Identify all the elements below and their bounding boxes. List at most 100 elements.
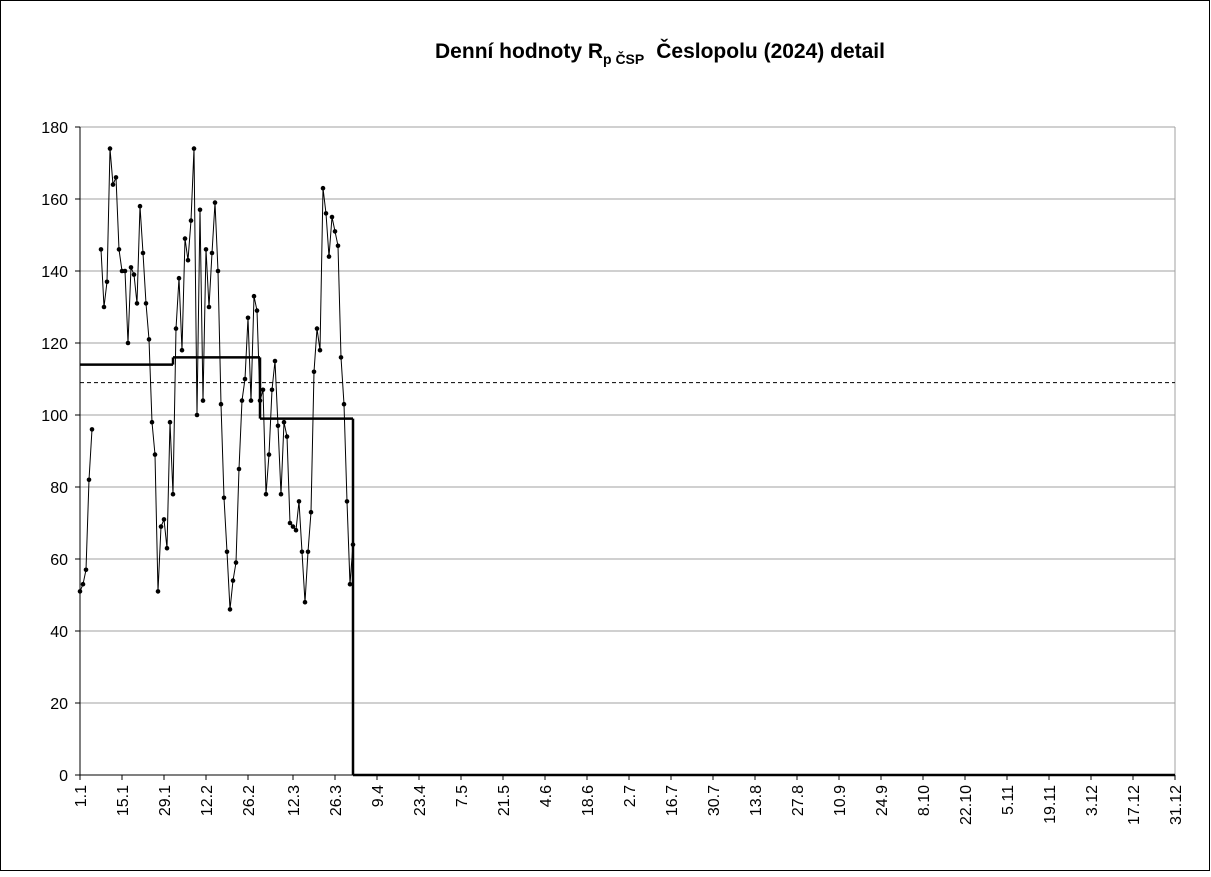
daily-point	[287, 520, 293, 526]
daily-point	[269, 387, 275, 393]
y-tick-label: 20	[50, 696, 68, 713]
x-tick-label: 12.3	[286, 785, 303, 816]
daily-point	[149, 419, 155, 425]
x-tick-label: 5.11	[1000, 785, 1017, 815]
daily-point	[248, 398, 254, 403]
x-tick-label: 21.5	[496, 785, 513, 816]
daily-point	[104, 279, 110, 285]
daily-point	[188, 218, 194, 223]
daily-point	[230, 578, 236, 583]
x-tick-label: 22.10	[958, 785, 975, 825]
daily-point	[281, 419, 287, 425]
daily-point	[131, 272, 137, 277]
daily-point	[176, 275, 182, 281]
daily-point	[137, 203, 143, 209]
daily-point	[98, 247, 104, 252]
daily-point	[143, 301, 149, 306]
daily-point	[203, 247, 209, 252]
x-tick-label: 31.12	[1168, 785, 1185, 825]
daily-point	[179, 347, 185, 353]
daily-point	[275, 423, 281, 429]
daily-point	[347, 581, 353, 587]
daily-point	[296, 499, 302, 504]
x-tick-label: 27.8	[790, 785, 807, 816]
daily-point	[260, 387, 266, 393]
x-tick-label: 4.6	[538, 785, 555, 807]
x-tick-label: 24.9	[874, 785, 891, 816]
title-subscript: p ČSP	[603, 50, 644, 67]
daily-point	[308, 509, 314, 515]
daily-point	[146, 337, 152, 342]
daily-point	[110, 182, 116, 187]
daily-point	[191, 146, 197, 151]
daily-point	[341, 401, 347, 407]
daily-point	[101, 304, 107, 310]
daily-point	[221, 495, 227, 501]
daily-point	[224, 549, 230, 555]
x-tick-label: 9.4	[370, 785, 387, 807]
daily-point	[140, 250, 146, 256]
daily-point	[257, 398, 263, 403]
x-tick-label: 23.4	[412, 785, 429, 816]
daily-point	[86, 477, 92, 483]
x-tick-label: 17.12	[1126, 785, 1143, 825]
daily-point	[158, 524, 164, 529]
daily-point	[125, 340, 131, 346]
y-tick-label: 60	[50, 552, 68, 569]
daily-point	[299, 549, 305, 555]
daily-point	[134, 301, 140, 306]
daily-point	[350, 542, 356, 547]
title-rest: Česlopolu (2024) detail	[656, 39, 885, 63]
x-tick-label: 3.12	[1084, 785, 1101, 816]
daily-point	[290, 524, 296, 529]
x-tick-label: 7.5	[454, 785, 471, 807]
daily-point	[242, 376, 248, 382]
daily-point	[128, 265, 134, 270]
daily-point	[116, 247, 122, 252]
daily-point	[278, 491, 284, 497]
daily-point	[326, 254, 332, 259]
daily-point	[197, 207, 203, 213]
x-tick-label: 19.11	[1042, 785, 1059, 824]
x-tick-label: 1.1	[73, 785, 90, 807]
daily-point	[263, 491, 269, 497]
daily-point	[209, 250, 215, 256]
x-tick-label: 29.1	[157, 785, 174, 816]
daily-point	[233, 560, 239, 565]
daily-point	[182, 236, 188, 241]
daily-point	[200, 398, 206, 403]
chart-title: Denní hodnoty Rp ČSP Česlopolu (2024) det…	[435, 39, 885, 67]
x-tick-label: 26.3	[328, 785, 345, 816]
daily-point	[122, 268, 128, 274]
daily-point	[113, 175, 119, 180]
daily-point	[206, 304, 212, 310]
daily-point	[335, 243, 341, 249]
daily-point	[323, 211, 329, 216]
x-tick-label: 16.7	[664, 785, 681, 816]
daily-point	[227, 607, 233, 612]
daily-point	[170, 491, 176, 497]
title-main: Denní hodnoty R	[435, 40, 603, 63]
daily-point	[215, 268, 221, 274]
daily-point	[314, 326, 320, 331]
x-tick-label: 13.8	[748, 785, 765, 816]
daily-point	[107, 146, 113, 151]
y-tick-label: 0	[59, 768, 68, 785]
daily-point	[239, 398, 245, 403]
daily-point	[173, 326, 179, 331]
daily-point	[80, 581, 86, 587]
daily-point	[329, 214, 335, 220]
daily-point	[152, 452, 158, 457]
daily-point	[305, 549, 311, 555]
daily-point	[89, 427, 95, 432]
y-tick-label: 140	[41, 264, 68, 281]
daily-point	[284, 434, 290, 439]
daily-point	[320, 185, 326, 191]
daily-point	[155, 589, 161, 594]
daily-point	[185, 257, 191, 263]
daily-point	[167, 419, 173, 425]
daily-point	[194, 412, 200, 418]
daily-point	[344, 499, 350, 504]
